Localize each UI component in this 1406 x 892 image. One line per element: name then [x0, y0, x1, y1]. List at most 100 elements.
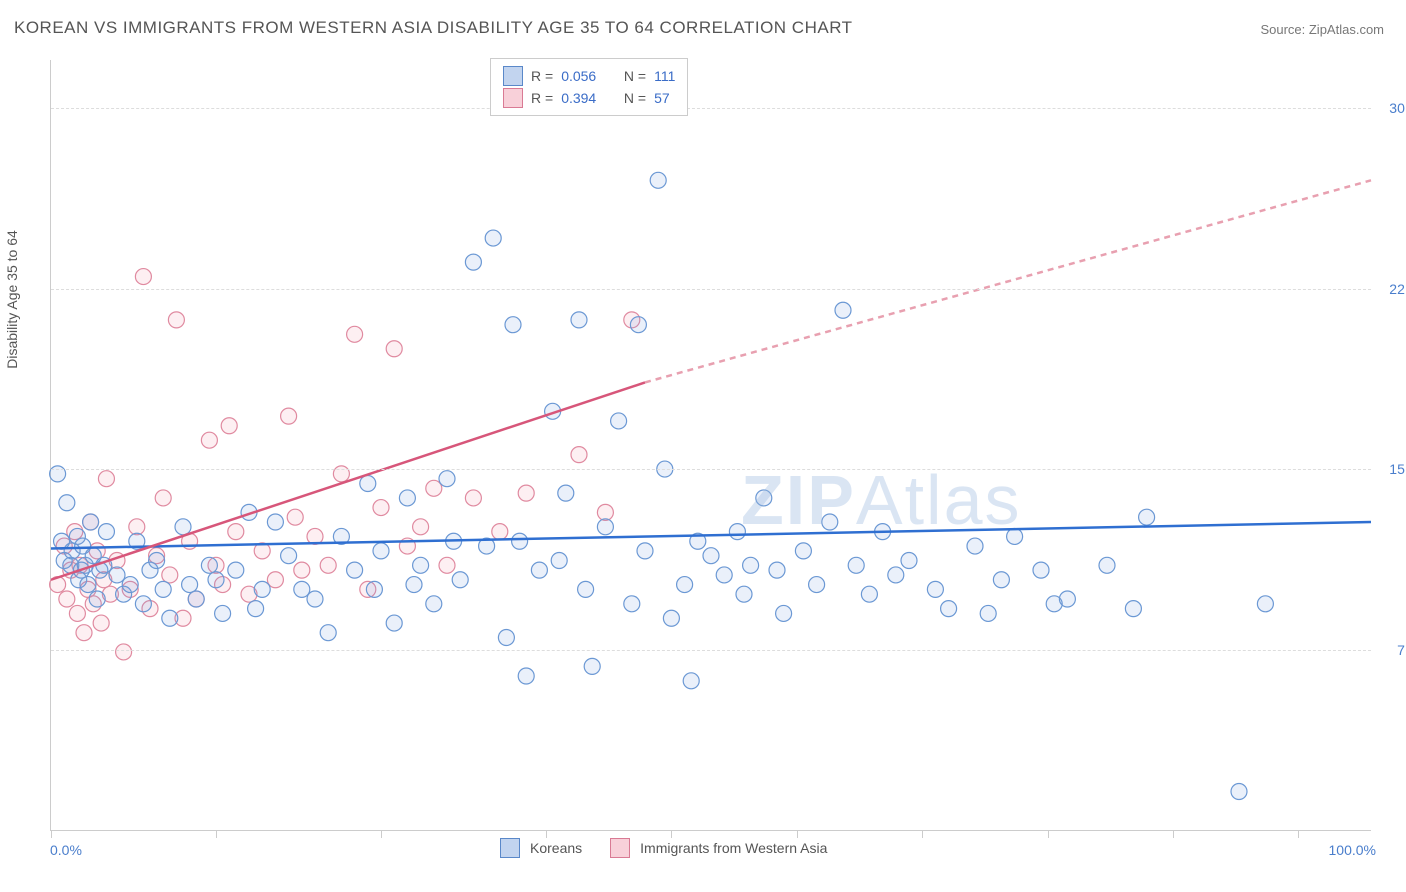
korean-point: [703, 548, 719, 564]
korean-point: [1257, 596, 1273, 612]
western-asia-point: [135, 269, 151, 285]
korean-point: [281, 548, 297, 564]
x-tick: [797, 830, 798, 838]
western-asia-point: [116, 644, 132, 660]
korean-trendline: [51, 522, 1371, 548]
x-tick: [51, 830, 52, 838]
legend-row: R = 0.056 N = 111: [503, 65, 675, 87]
x-tick: [1173, 830, 1174, 838]
y-tick-label: 30.0%: [1389, 100, 1406, 116]
r-label: R =: [531, 87, 553, 109]
n-value: 57: [654, 87, 670, 109]
korean-point: [941, 601, 957, 617]
x-tick: [546, 830, 547, 838]
western-asia-point: [267, 572, 283, 588]
legend-series-label: Immigrants from Western Asia: [640, 840, 827, 856]
western-asia-point: [465, 490, 481, 506]
korean-point: [1231, 784, 1247, 800]
korean-point: [80, 577, 96, 593]
korean-point: [551, 553, 567, 569]
korean-point: [630, 317, 646, 333]
korean-point: [149, 553, 165, 569]
korean-point: [122, 577, 138, 593]
plot-area: ZIPAtlas 7.5%15.0%22.5%30.0%: [50, 60, 1371, 831]
korean-point: [716, 567, 732, 583]
western-asia-trendline: [51, 382, 645, 579]
korean-point: [320, 625, 336, 641]
korean-point: [439, 471, 455, 487]
legend-row: R = 0.394 N = 57: [503, 87, 675, 109]
korean-point: [505, 317, 521, 333]
korean-point: [650, 172, 666, 188]
x-tick: [216, 830, 217, 838]
pink-swatch-icon: [503, 88, 523, 108]
korean-point: [848, 557, 864, 573]
western-asia-point: [413, 519, 429, 535]
western-asia-point: [93, 615, 109, 631]
korean-point: [182, 577, 198, 593]
korean-point: [1007, 528, 1023, 544]
western-asia-point: [201, 432, 217, 448]
western-asia-point: [76, 625, 92, 641]
korean-point: [888, 567, 904, 583]
x-axis-min-label: 0.0%: [50, 842, 82, 858]
korean-point: [597, 519, 613, 535]
western-asia-point: [69, 605, 85, 621]
western-asia-point: [98, 471, 114, 487]
korean-point: [452, 572, 468, 588]
western-asia-point: [373, 500, 389, 516]
western-asia-point: [439, 557, 455, 573]
y-tick-label: 15.0%: [1389, 461, 1406, 477]
korean-point: [83, 514, 99, 530]
korean-point: [248, 601, 264, 617]
korean-point: [683, 673, 699, 689]
scatter-svg: [51, 60, 1371, 830]
korean-point: [307, 591, 323, 607]
korean-point: [188, 591, 204, 607]
korean-point: [624, 596, 640, 612]
korean-point: [373, 543, 389, 559]
korean-point: [228, 562, 244, 578]
korean-point: [518, 668, 534, 684]
gridline: [51, 650, 1371, 651]
y-axis-title: Disability Age 35 to 64: [4, 230, 20, 369]
western-asia-point: [228, 524, 244, 540]
korean-point: [1099, 557, 1115, 573]
korean-point: [135, 596, 151, 612]
korean-point: [776, 605, 792, 621]
korean-point: [861, 586, 877, 602]
korean-point: [1125, 601, 1141, 617]
western-asia-point: [221, 418, 237, 434]
korean-point: [399, 490, 415, 506]
korean-point: [512, 533, 528, 549]
western-asia-point: [571, 447, 587, 463]
korean-point: [756, 490, 772, 506]
korean-point: [201, 557, 217, 573]
korean-point: [736, 586, 752, 602]
korean-point: [485, 230, 501, 246]
korean-point: [993, 572, 1009, 588]
korean-point: [294, 581, 310, 597]
korean-point: [1059, 591, 1075, 607]
korean-point: [980, 605, 996, 621]
western-asia-point: [155, 490, 171, 506]
western-asia-point: [320, 557, 336, 573]
blue-swatch-icon: [500, 838, 520, 858]
x-tick: [922, 830, 923, 838]
korean-point: [835, 302, 851, 318]
western-asia-point: [347, 326, 363, 342]
korean-point: [967, 538, 983, 554]
korean-point: [426, 596, 442, 612]
r-value: 0.394: [561, 87, 596, 109]
western-asia-point: [518, 485, 534, 501]
western-asia-point: [168, 312, 184, 328]
n-label: N =: [624, 87, 646, 109]
korean-point: [175, 519, 191, 535]
korean-point: [360, 476, 376, 492]
x-axis-max-label: 100.0%: [1329, 842, 1376, 858]
korean-point: [558, 485, 574, 501]
gridline: [51, 108, 1371, 109]
y-tick-label: 7.5%: [1397, 642, 1406, 658]
korean-point: [109, 567, 125, 583]
chart-title: KOREAN VS IMMIGRANTS FROM WESTERN ASIA D…: [14, 18, 853, 38]
